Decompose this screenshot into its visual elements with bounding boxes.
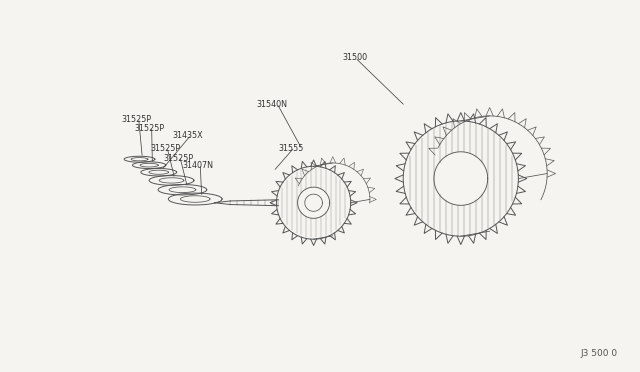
Text: J3 500 0: J3 500 0 xyxy=(580,349,618,358)
Text: 31500: 31500 xyxy=(342,53,367,62)
Text: 31525P: 31525P xyxy=(150,144,180,153)
Text: 31435X: 31435X xyxy=(173,131,204,140)
Text: 31525P: 31525P xyxy=(163,154,193,163)
Text: 31407N: 31407N xyxy=(182,161,213,170)
Text: 31525P: 31525P xyxy=(134,124,164,133)
Text: 31540N: 31540N xyxy=(256,100,287,109)
Text: 31525P: 31525P xyxy=(122,115,152,124)
Text: 31555: 31555 xyxy=(278,144,304,153)
